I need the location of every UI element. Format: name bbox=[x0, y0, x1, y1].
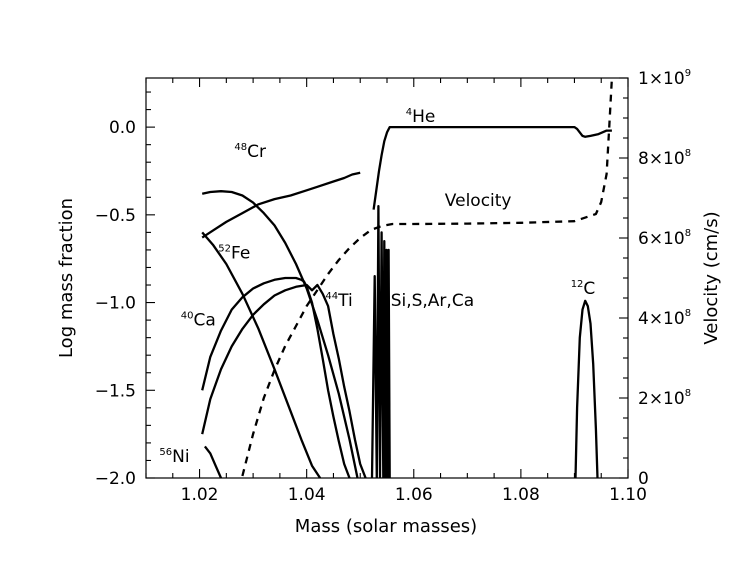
series-si-s-ar-ca-line bbox=[370, 204, 391, 478]
y2-tick-label: 6×108 bbox=[638, 228, 691, 249]
x-tick-label: 1.10 bbox=[609, 485, 647, 505]
label-48cr: 48Cr bbox=[234, 142, 266, 162]
series-44ti-line bbox=[201, 283, 367, 478]
y-axis-title: Log mass fraction bbox=[56, 198, 77, 358]
y2-tick-label: 4×108 bbox=[638, 308, 691, 329]
y2-axis-title: Velocity (cm/s) bbox=[701, 211, 722, 344]
series-52fe-declining-line bbox=[201, 231, 322, 478]
annotations-layer: 4He 48Cr 52Fe 44Ti 40Ca 56Ni Si,S,Ar,Ca 12C Velo… bbox=[159, 107, 595, 467]
x-axis-title: Mass (solar masses) bbox=[295, 516, 477, 537]
y-tick-label: −2.0 bbox=[95, 469, 136, 489]
y-tick-label: −1.5 bbox=[95, 381, 136, 401]
series-12c-line bbox=[574, 299, 599, 478]
y-tick-label: −1.0 bbox=[95, 294, 136, 314]
curves-layer bbox=[201, 78, 614, 478]
label-12c: 12C bbox=[571, 279, 596, 299]
series-56ni-line bbox=[203, 445, 223, 478]
label-si-s-ar-ca: Si,S,Ar,Ca bbox=[391, 291, 474, 311]
y2-tick-label: 2×108 bbox=[638, 388, 691, 409]
x-tick-label: 1.08 bbox=[502, 485, 540, 505]
label-52fe: 52Fe bbox=[218, 244, 250, 264]
x-tick-label: 1.04 bbox=[288, 485, 326, 505]
series-velocity-line bbox=[241, 78, 614, 477]
series-40ca-line bbox=[201, 276, 351, 478]
axes-layer: 1.02 1.04 1.06 1.08 1.10 0.0 −0.5 −1.0 −1.5 −2.0 0… bbox=[95, 68, 691, 505]
label-4he: 4He bbox=[406, 107, 436, 127]
series-4he-line bbox=[372, 125, 612, 210]
label-56ni: 56Ni bbox=[159, 447, 189, 467]
y2-tick-label: 0 bbox=[638, 469, 649, 489]
y-tick-label: −0.5 bbox=[95, 206, 136, 226]
y2-tick-label: 1×109 bbox=[638, 68, 691, 89]
label-velocity: Velocity bbox=[445, 191, 512, 211]
x-tick-label: 1.02 bbox=[181, 485, 219, 505]
label-40ca: 40Ca bbox=[181, 310, 216, 330]
series-52fe-line bbox=[201, 171, 361, 239]
x-tick-label: 1.06 bbox=[395, 485, 433, 505]
series-48cr-line bbox=[201, 190, 359, 478]
y2-tick-label: 8×108 bbox=[638, 148, 691, 169]
label-44ti: 44Ti bbox=[325, 291, 352, 311]
y-tick-label: 0.0 bbox=[109, 118, 136, 138]
